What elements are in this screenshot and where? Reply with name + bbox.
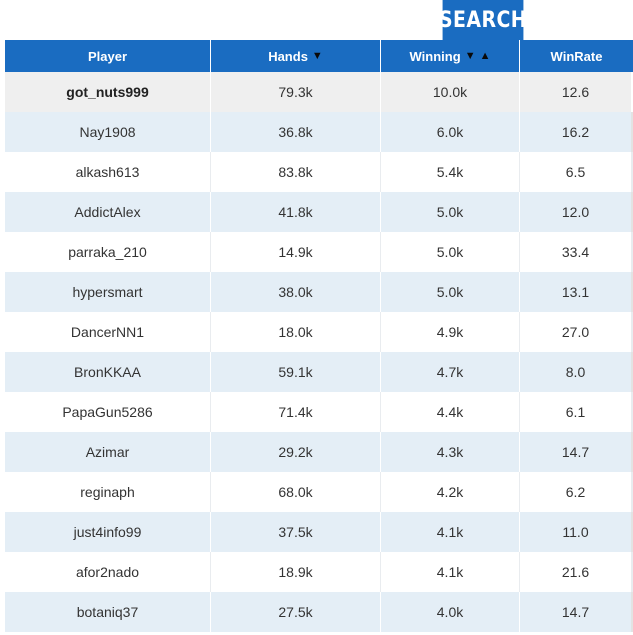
table-row[interactable]: botaniq37 27.5k 4.0k 14.7 [5,592,633,632]
table-body: got_nuts999 79.3k 10.0k 12.6 Nay1908 36.8k 6.0… [5,72,633,632]
table-row[interactable]: got_nuts999 79.3k 10.0k 12.6 [5,72,633,112]
winrate-cell: 6.5 [520,152,633,192]
winning-cell: 4.7k [381,352,520,392]
table-row[interactable]: alkash613 83.8k 5.4k 6.5 [5,152,633,192]
hands-cell: 27.5k [211,592,381,632]
sort-desc-icon[interactable]: ▼ [464,50,476,62]
table-row[interactable]: afor2nado 18.9k 4.1k 21.6 [5,552,633,592]
player-cell[interactable]: Nay1908 [5,112,211,152]
hands-cell: 14.9k [211,232,381,272]
winning-cell: 4.1k [381,552,520,592]
table-row[interactable]: Nay1908 36.8k 6.0k 16.2 [5,112,633,152]
winrate-cell: 6.2 [520,472,633,512]
table-row[interactable]: AddictAlex 41.8k 5.0k 12.0 [5,192,633,232]
sort-desc-icon[interactable]: ▼ [311,50,323,62]
winrate-cell: 6.1 [520,392,633,432]
winning-cell: 6.0k [381,112,520,152]
search-button[interactable]: SEARCH [439,0,527,40]
table-row[interactable]: hypersmart 38.0k 5.0k 13.1 [5,272,633,312]
hands-cell: 41.8k [211,192,381,232]
winning-cell: 5.0k [381,272,520,312]
player-cell[interactable]: alkash613 [5,152,211,192]
table-row[interactable]: PapaGun5286 71.4k 4.4k 6.1 [5,392,633,432]
player-cell[interactable]: BronKKAA [5,352,211,392]
player-cell[interactable]: Azimar [5,432,211,472]
header-player[interactable]: Player [5,40,211,72]
table-header: Player Hands ▼ Winning ▼ ▲ WinRate [5,40,633,72]
hands-cell: 37.5k [211,512,381,552]
winning-cell: 4.9k [381,312,520,352]
leaderboard-table: Player Hands ▼ Winning ▼ ▲ WinRate got_n… [5,40,633,632]
player-cell[interactable]: hypersmart [5,272,211,312]
winrate-cell: 8.0 [520,352,633,392]
player-cell[interactable]: DancerNN1 [5,312,211,352]
winning-cell: 10.0k [381,72,520,112]
winrate-cell: 12.0 [520,192,633,232]
header-player-label: Player [87,48,128,64]
hands-cell: 68.0k [211,472,381,512]
hands-cell: 59.1k [211,352,381,392]
winrate-cell: 21.6 [520,552,633,592]
player-cell[interactable]: got_nuts999 [5,72,211,112]
hands-cell: 83.8k [211,152,381,192]
winning-cell: 5.0k [381,192,520,232]
winning-cell: 4.0k [381,592,520,632]
winning-cell: 5.4k [381,152,520,192]
player-cell[interactable]: reginaph [5,472,211,512]
table-row[interactable]: reginaph 68.0k 4.2k 6.2 [5,472,633,512]
sort-asc-icon[interactable]: ▲ [479,50,491,62]
header-winrate-label: WinRate [550,48,603,64]
hands-cell: 18.0k [211,312,381,352]
header-hands-label: Hands [268,48,308,64]
table-row[interactable]: just4info99 37.5k 4.1k 11.0 [5,512,633,552]
player-cell[interactable]: AddictAlex [5,192,211,232]
winrate-cell: 27.0 [520,312,633,352]
winrate-cell: 14.7 [520,432,633,472]
table-row[interactable]: DancerNN1 18.0k 4.9k 27.0 [5,312,633,352]
winning-cell: 4.1k [381,512,520,552]
table-row[interactable]: Azimar 29.2k 4.3k 14.7 [5,432,633,472]
header-winning[interactable]: Winning ▼ ▲ [381,40,520,72]
header-hands[interactable]: Hands ▼ [211,40,381,72]
winning-cell: 5.0k [381,232,520,272]
winrate-cell: 14.7 [520,592,633,632]
winrate-cell: 16.2 [520,112,633,152]
hands-cell: 36.8k [211,112,381,152]
hands-cell: 18.9k [211,552,381,592]
player-cell[interactable]: botaniq37 [5,592,211,632]
header-winning-label: Winning [409,48,461,64]
player-cell[interactable]: afor2nado [5,552,211,592]
header-winrate[interactable]: WinRate [520,40,633,72]
hands-cell: 79.3k [211,72,381,112]
table-row[interactable]: BronKKAA 59.1k 4.7k 8.0 [5,352,633,392]
player-cell[interactable]: just4info99 [5,512,211,552]
winning-cell: 4.3k [381,432,520,472]
winning-cell: 4.2k [381,472,520,512]
winrate-cell: 13.1 [520,272,633,312]
winrate-cell: 12.6 [520,72,633,112]
hands-cell: 29.2k [211,432,381,472]
winning-cell: 4.4k [381,392,520,432]
player-cell[interactable]: PapaGun5286 [5,392,211,432]
hands-cell: 38.0k [211,272,381,312]
player-cell[interactable]: parraka_210 [5,232,211,272]
winrate-cell: 33.4 [520,232,633,272]
hands-cell: 71.4k [211,392,381,432]
table-row[interactable]: parraka_210 14.9k 5.0k 33.4 [5,232,633,272]
winrate-cell: 11.0 [520,512,633,552]
